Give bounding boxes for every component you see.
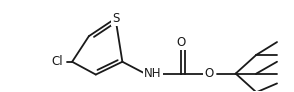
Text: O: O (177, 36, 186, 49)
Text: O: O (204, 67, 214, 80)
Text: S: S (112, 12, 119, 25)
Text: Cl: Cl (51, 55, 63, 68)
Text: NH: NH (144, 67, 162, 80)
